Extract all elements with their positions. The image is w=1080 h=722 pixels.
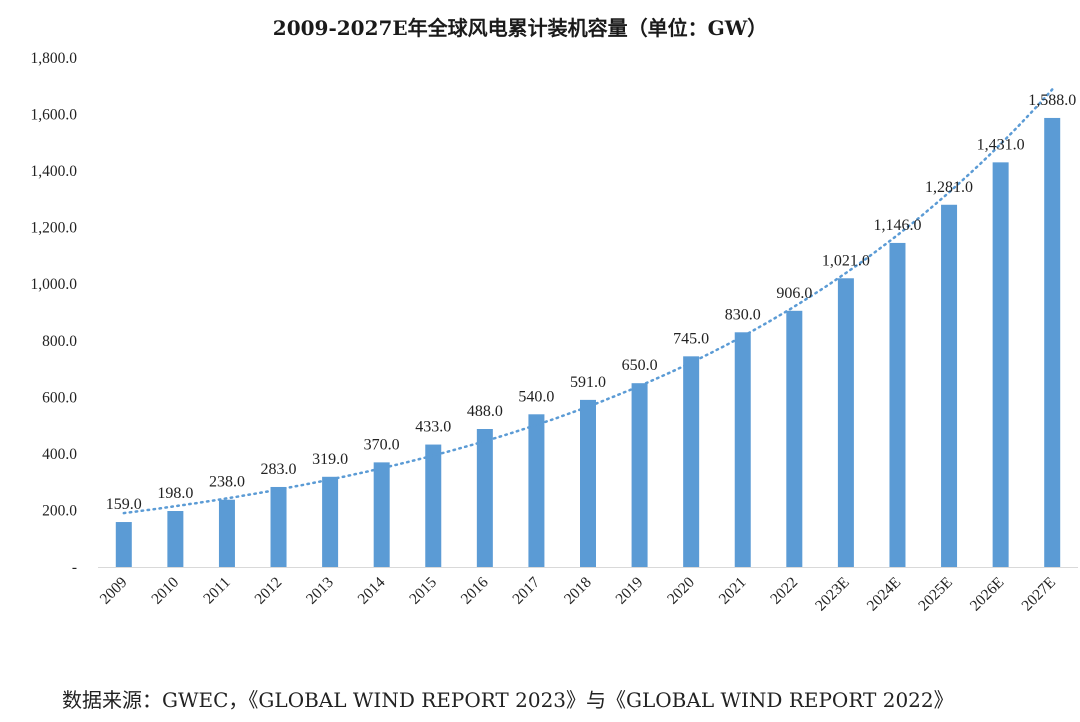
bar <box>270 486 287 567</box>
x-tick-label: 2018 <box>561 574 595 608</box>
chart-title: 2009-2027E年全球风电累计装机容量（单位：GW） <box>272 16 768 40</box>
data-label: 283.0 <box>261 461 297 478</box>
x-tick-label: 2011 <box>200 574 234 608</box>
y-tick-label: 1,600.0 <box>31 107 78 124</box>
x-tick-label: 2015 <box>406 574 440 608</box>
bar <box>941 204 958 568</box>
x-tick-label: 2012 <box>251 574 285 608</box>
bar <box>1044 117 1061 568</box>
bar <box>837 278 854 567</box>
bar <box>373 462 390 567</box>
data-label: 1,431.0 <box>977 136 1025 153</box>
x-tick-label: 2026E <box>967 574 1008 615</box>
data-label: 319.0 <box>312 451 348 468</box>
y-tick-label: 400.0 <box>42 446 77 463</box>
x-tick-label: 2010 <box>148 574 182 608</box>
data-label: 370.0 <box>364 436 400 453</box>
bar <box>992 162 1009 567</box>
y-tick-label: 200.0 <box>42 502 77 519</box>
y-tick-label: 1,400.0 <box>31 163 78 180</box>
x-tick-label: 2027E <box>1018 574 1059 615</box>
bar <box>476 429 493 567</box>
x-tick-label: 2020 <box>664 574 698 608</box>
y-tick-label: 1,200.0 <box>31 220 78 237</box>
data-label: 1,281.0 <box>925 179 973 196</box>
data-label: 1,021.0 <box>822 252 870 269</box>
data-label: 198.0 <box>157 485 193 502</box>
data-label: 745.0 <box>673 330 709 347</box>
y-tick-label: 800.0 <box>42 333 77 350</box>
x-tick-label: 2016 <box>458 574 492 608</box>
bar <box>734 332 751 567</box>
data-label: 433.0 <box>415 419 451 436</box>
x-tick-label: 2019 <box>612 574 646 608</box>
bar <box>218 499 235 567</box>
data-label: 650.0 <box>622 357 658 374</box>
data-label: 830.0 <box>725 306 761 323</box>
bar-chart: - 200.0 400.0 600.0 800.0 1,000.0 1,200.0 1,400… <box>31 50 1078 615</box>
trendline-path <box>122 88 1054 515</box>
data-label: 1,146.0 <box>873 217 921 234</box>
bar <box>322 476 339 567</box>
data-label: 488.0 <box>467 403 503 420</box>
bar <box>580 399 596 567</box>
data-label: 238.0 <box>209 474 245 491</box>
x-tick-label: 2021 <box>716 574 750 608</box>
bar <box>115 522 132 567</box>
x-tick-label: 2025E <box>915 574 956 615</box>
y-tick-label: 600.0 <box>42 389 77 406</box>
bar <box>631 383 648 567</box>
bar <box>167 511 184 567</box>
bar <box>528 414 545 567</box>
bar <box>683 356 700 567</box>
x-tick-label: 2022 <box>767 574 801 608</box>
y-tick-label: 1,000.0 <box>31 276 78 293</box>
data-label: 159.0 <box>106 496 142 513</box>
data-labels: 159.0 198.0 238.0 283.0 319.0 370.0 433.0 488.0… <box>106 92 1076 513</box>
x-axis: 2009 2010 2011 2012 2013 2014 2015 2016 2017 2018… <box>97 567 1078 615</box>
x-tick-label: 2014 <box>355 574 389 608</box>
trendline <box>122 88 1054 515</box>
data-label: 591.0 <box>570 374 606 391</box>
data-label: 906.0 <box>776 285 812 302</box>
data-label: 540.0 <box>518 388 554 405</box>
bar <box>425 444 442 567</box>
x-tick-label: 2023E <box>812 574 853 615</box>
x-tick-label: 2009 <box>97 574 131 608</box>
y-tick-label: - <box>72 559 77 576</box>
data-label: 1,588.0 <box>1028 92 1076 109</box>
source-note: 数据来源：GWEC，《GLOBAL WIND REPORT 2023》与《GLO… <box>62 688 954 712</box>
y-axis: - 200.0 400.0 600.0 800.0 1,000.0 1,200.0 1,400… <box>31 50 78 576</box>
bar <box>889 242 906 568</box>
bar <box>786 310 803 567</box>
x-tick-label: 2024E <box>864 574 905 615</box>
bars <box>115 117 1061 568</box>
x-tick-label: 2013 <box>303 574 337 608</box>
y-tick-label: 1,800.0 <box>31 50 78 67</box>
x-tick-label: 2017 <box>509 574 543 608</box>
